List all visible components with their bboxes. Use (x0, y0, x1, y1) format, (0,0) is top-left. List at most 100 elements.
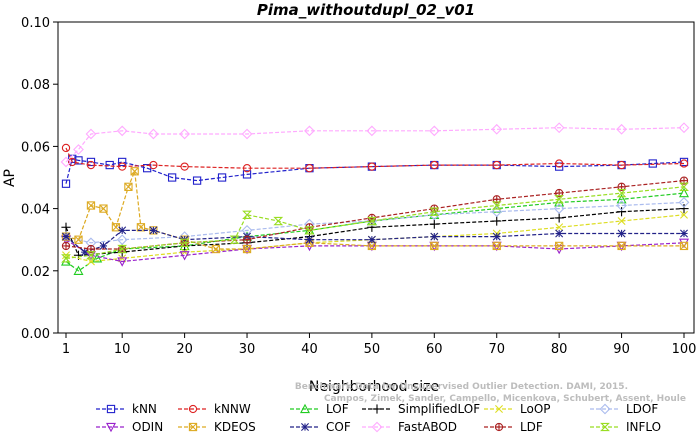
data-point-kdeos (130, 167, 139, 176)
data-point-kdeos (430, 241, 439, 251)
data-point-lof (554, 197, 565, 207)
data-point-knnw (492, 160, 501, 170)
data-point-kdeos (555, 241, 564, 251)
data-point-ldof (678, 197, 690, 208)
legend-label-knnw: kNNW (214, 402, 251, 416)
legend-label-fastabod: FastABOD (398, 420, 457, 434)
data-point-ldof (428, 209, 440, 221)
data-point-cof (430, 232, 439, 241)
data-point-inflo (86, 251, 96, 260)
legend-marker-lof (299, 403, 311, 414)
data-point-odin (117, 257, 128, 267)
watermark-line-2: Campos, Zimek, Sander, Campello, Micenko… (324, 394, 686, 404)
data-point-kdeos (74, 235, 83, 244)
data-point-fastabod (116, 125, 128, 137)
x-axis: 1 10 20 30 40 50 60 70 80 90 100 (62, 333, 696, 357)
data-point-inflo (242, 210, 252, 219)
legend-label-odin: ODIN (132, 420, 163, 434)
data-point-knnw (679, 159, 689, 168)
data-point-lof (73, 265, 84, 275)
data-point-kdeos (492, 241, 501, 251)
legend-marker-odin (105, 422, 117, 433)
data-point-lof (616, 193, 627, 204)
legend-item-loop: LoOP (484, 402, 551, 416)
data-point-inflo (679, 182, 689, 191)
legend-item-knnw: kNNW (178, 402, 251, 416)
data-point-ldf (61, 241, 71, 251)
data-point-fastabod (428, 125, 440, 137)
legend-item-ldf: LDF (484, 420, 543, 434)
legend-label-ldof: LDOF (626, 402, 658, 416)
y-tick-label: 0.08 (21, 78, 50, 93)
data-point-cof (118, 226, 127, 235)
data-point-inflo (179, 238, 190, 247)
data-point-cof (555, 229, 564, 238)
legend: kNN kNNW LOF SimplifiedLOF LoOP LDOF ODIN KDEOS… (96, 402, 661, 434)
x-tick-label: 10 (114, 342, 131, 357)
data-point-fastabod (85, 128, 97, 140)
data-point-kdeos (211, 244, 220, 254)
y-tick-label: 0.04 (21, 203, 50, 218)
data-point-ldf (242, 235, 252, 244)
legend-label-simplifiedlof: SimplifiedLOF (398, 402, 480, 416)
data-point-odin (179, 251, 190, 261)
data-point-simplifiedlof (616, 207, 627, 217)
legend-marker-knn (106, 404, 116, 414)
data-point-fastabod (304, 125, 315, 137)
data-point-kdeos (136, 223, 146, 232)
data-point-knnw (367, 162, 377, 171)
data-point-ldf (617, 182, 626, 191)
legend-label-cof: COF (326, 420, 351, 434)
data-point-simplifiedlof (61, 222, 71, 232)
y-axis: 0.00 0.02 0.04 0.06 0.08 0.10 (21, 16, 58, 342)
data-point-ldf (86, 244, 96, 254)
legend-item-inflo: INFLO (590, 420, 661, 434)
y-tick-label: 0.06 (21, 140, 50, 155)
data-point-odin (678, 238, 690, 249)
legend-item-lof: LOF (290, 402, 349, 416)
legend-item-simplifiedlof: SimplifiedLOF (362, 402, 480, 416)
data-point-lof (60, 256, 72, 266)
data-point-kdeos (124, 182, 133, 191)
data-point-knnw (86, 160, 96, 170)
data-point-loop (680, 210, 688, 219)
data-point-simplifiedlof (429, 219, 439, 229)
data-point-lof (92, 253, 103, 263)
legend-item-cof: COF (290, 420, 351, 434)
data-point-inflo (429, 207, 440, 216)
legend-label-ldf: LDF (520, 420, 543, 434)
x-tick-label: 50 (364, 342, 381, 357)
y-tick-label: 0.10 (21, 16, 50, 31)
data-point-fastabod (616, 123, 627, 135)
data-point-cof (62, 232, 70, 241)
legend-marker-knnw (188, 404, 198, 414)
series-knn (61, 154, 689, 188)
y-tick-label: 0.00 (21, 327, 50, 342)
data-point-inflo (616, 188, 627, 198)
chart-title: Pima_withoutdupl_02_v01 (257, 1, 475, 19)
data-point-kdeos (679, 241, 689, 251)
series-inflo (61, 182, 689, 263)
legend-label-loop: LoOP (520, 402, 551, 416)
legend-item-odin: ODIN (96, 420, 163, 434)
x-tick-label: 40 (301, 342, 318, 357)
y-tick-label: 0.02 (21, 265, 50, 280)
x-tick-label: 20 (176, 342, 193, 357)
data-point-inflo (117, 244, 128, 254)
data-point-cof (617, 229, 626, 238)
data-point-inflo (491, 201, 502, 210)
data-point-fastabod (491, 123, 503, 135)
data-point-inflo (554, 195, 565, 204)
legend-item-ldof: LDOF (590, 402, 658, 416)
legend-marker-cof (301, 423, 309, 431)
legend-marker-simplifiedlof (372, 404, 382, 414)
data-point-knnw (61, 143, 71, 153)
data-point-fastabod (60, 156, 72, 168)
legend-item-kdeos: KDEOS (178, 420, 256, 434)
data-point-knn (242, 170, 252, 179)
data-point-inflo (61, 254, 71, 263)
data-point-fastabod (179, 128, 190, 140)
data-point-simplifiedlof (492, 216, 502, 226)
series-line-ldf (65, 180, 685, 250)
x-tick-label: 60 (426, 342, 443, 357)
